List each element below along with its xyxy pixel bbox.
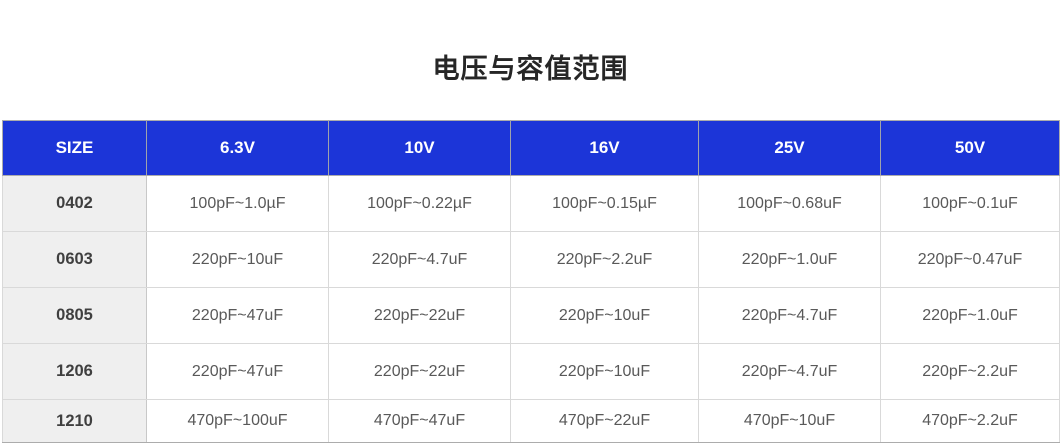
size-cell: 0402 [2, 175, 147, 232]
value-cell: 100pF~1.0µF [146, 175, 329, 232]
table-row-1206: 1206 220pF~47uF 220pF~22uF 220pF~10uF 22… [2, 343, 1060, 400]
column-header-10v: 10V [328, 120, 511, 176]
value-cell: 220pF~1.0uF [698, 231, 881, 288]
value-cell: 220pF~4.7uF [328, 231, 511, 288]
table-row-0603: 0603 220pF~10uF 220pF~4.7uF 220pF~2.2uF … [2, 231, 1060, 288]
voltage-capacitance-table: SIZE 6.3V 10V 16V 25V 50V 0402 100pF~1.0… [2, 120, 1060, 443]
value-cell: 100pF~0.22µF [328, 175, 511, 232]
value-cell: 220pF~2.2uF [880, 343, 1060, 400]
value-cell: 470pF~2.2uF [880, 399, 1060, 443]
table-row-0805: 0805 220pF~47uF 220pF~22uF 220pF~10uF 22… [2, 287, 1060, 344]
value-cell: 220pF~47uF [146, 287, 329, 344]
value-cell: 470pF~100uF [146, 399, 329, 443]
table-container: SIZE 6.3V 10V 16V 25V 50V 0402 100pF~1.0… [2, 120, 1060, 443]
size-cell: 1206 [2, 343, 147, 400]
value-cell: 220pF~10uF [510, 287, 699, 344]
column-header-50v: 50V [880, 120, 1060, 176]
table-row-1210: 1210 470pF~100uF 470pF~47uF 470pF~22uF 4… [2, 399, 1060, 443]
table-row-0402: 0402 100pF~1.0µF 100pF~0.22µF 100pF~0.15… [2, 175, 1060, 232]
value-cell: 220pF~10uF [146, 231, 329, 288]
value-cell: 100pF~0.68uF [698, 175, 881, 232]
column-header-25v: 25V [698, 120, 881, 176]
value-cell: 220pF~22uF [328, 287, 511, 344]
column-header-16v: 16V [510, 120, 699, 176]
value-cell: 470pF~47uF [328, 399, 511, 443]
column-header-6v3: 6.3V [146, 120, 329, 176]
value-cell: 220pF~1.0uF [880, 287, 1060, 344]
value-cell: 470pF~22uF [510, 399, 699, 443]
value-cell: 220pF~10uF [510, 343, 699, 400]
value-cell: 220pF~2.2uF [510, 231, 699, 288]
size-cell: 0805 [2, 287, 147, 344]
page-title: 电压与容值范围 [432, 54, 629, 84]
size-cell: 1210 [2, 399, 147, 443]
value-cell: 470pF~10uF [698, 399, 881, 443]
column-header-size: SIZE [2, 120, 147, 176]
value-cell: 220pF~47uF [146, 343, 329, 400]
size-cell: 0603 [2, 231, 147, 288]
value-cell: 220pF~0.47uF [880, 231, 1060, 288]
value-cell: 220pF~4.7uF [698, 343, 881, 400]
value-cell: 100pF~0.1uF [880, 175, 1060, 232]
header-row: SIZE 6.3V 10V 16V 25V 50V [2, 120, 1060, 176]
value-cell: 220pF~4.7uF [698, 287, 881, 344]
value-cell: 100pF~0.15µF [510, 175, 699, 232]
value-cell: 220pF~22uF [328, 343, 511, 400]
